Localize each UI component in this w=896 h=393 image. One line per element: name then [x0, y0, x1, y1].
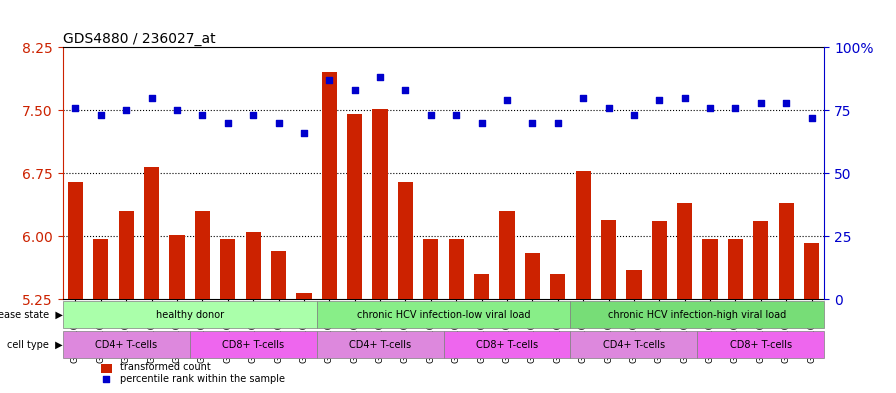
Bar: [220, 239, 236, 299]
Point: [703, 105, 718, 111]
FancyBboxPatch shape: [571, 331, 697, 358]
FancyBboxPatch shape: [444, 331, 571, 358]
Bar: [297, 293, 312, 299]
Bar: [754, 221, 769, 299]
FancyBboxPatch shape: [316, 301, 571, 328]
FancyBboxPatch shape: [571, 301, 824, 328]
Point: [119, 107, 134, 113]
Bar: [575, 171, 590, 299]
FancyBboxPatch shape: [63, 331, 190, 358]
Point: [68, 105, 82, 111]
Bar: [601, 220, 616, 299]
Point: [195, 112, 210, 118]
Bar: [373, 108, 388, 299]
Point: [551, 120, 565, 126]
Bar: [101, 364, 112, 373]
Point: [627, 112, 642, 118]
Point: [652, 97, 667, 103]
Bar: [651, 221, 667, 299]
Text: CD4+ T-cells: CD4+ T-cells: [95, 340, 158, 350]
Text: CD8+ T-cells: CD8+ T-cells: [222, 340, 284, 350]
Point: [144, 94, 159, 101]
Bar: [728, 239, 743, 299]
Text: cell type  ▶: cell type ▶: [7, 340, 63, 350]
Point: [94, 112, 108, 118]
Text: GDS4880 / 236027_at: GDS4880 / 236027_at: [63, 32, 215, 46]
Text: transformed count: transformed count: [120, 362, 211, 373]
Point: [246, 112, 261, 118]
Bar: [93, 239, 108, 299]
Bar: [804, 243, 819, 299]
Point: [677, 94, 692, 101]
Point: [754, 99, 768, 106]
Bar: [550, 274, 565, 299]
Bar: [347, 114, 362, 299]
Bar: [118, 211, 134, 299]
Bar: [525, 253, 540, 299]
Point: [399, 87, 413, 93]
FancyBboxPatch shape: [63, 301, 316, 328]
Point: [525, 120, 539, 126]
Point: [424, 112, 438, 118]
Bar: [449, 239, 464, 299]
Bar: [677, 203, 693, 299]
Text: CD8+ T-cells: CD8+ T-cells: [729, 340, 792, 350]
Bar: [474, 274, 489, 299]
Point: [220, 120, 235, 126]
Point: [780, 99, 794, 106]
Point: [170, 107, 185, 113]
Point: [500, 97, 514, 103]
Bar: [702, 239, 718, 299]
Bar: [423, 239, 438, 299]
Text: chronic HCV infection-high viral load: chronic HCV infection-high viral load: [608, 310, 787, 320]
Point: [576, 94, 590, 101]
Text: CD4+ T-cells: CD4+ T-cells: [349, 340, 411, 350]
FancyBboxPatch shape: [697, 331, 824, 358]
Bar: [144, 167, 159, 299]
Bar: [246, 232, 261, 299]
Point: [805, 115, 819, 121]
Bar: [779, 203, 794, 299]
Bar: [169, 235, 185, 299]
Text: healthy donor: healthy donor: [156, 310, 224, 320]
Bar: [68, 182, 83, 299]
Bar: [626, 270, 642, 299]
Text: CD4+ T-cells: CD4+ T-cells: [603, 340, 665, 350]
Bar: [322, 72, 337, 299]
Point: [271, 120, 286, 126]
FancyBboxPatch shape: [190, 331, 316, 358]
Point: [348, 87, 362, 93]
Bar: [271, 252, 286, 299]
Point: [449, 112, 463, 118]
Point: [297, 130, 311, 136]
Text: disease state  ▶: disease state ▶: [0, 310, 63, 320]
Text: percentile rank within the sample: percentile rank within the sample: [120, 374, 285, 384]
Point: [373, 74, 387, 81]
Point: [728, 105, 743, 111]
FancyBboxPatch shape: [316, 331, 444, 358]
Bar: [499, 211, 514, 299]
Text: chronic HCV infection-low viral load: chronic HCV infection-low viral load: [357, 310, 530, 320]
Bar: [194, 211, 210, 299]
Bar: [398, 182, 413, 299]
Text: CD8+ T-cells: CD8+ T-cells: [476, 340, 538, 350]
Point: [475, 120, 489, 126]
Point: [601, 105, 616, 111]
Point: [323, 77, 337, 83]
Point: [99, 376, 113, 382]
